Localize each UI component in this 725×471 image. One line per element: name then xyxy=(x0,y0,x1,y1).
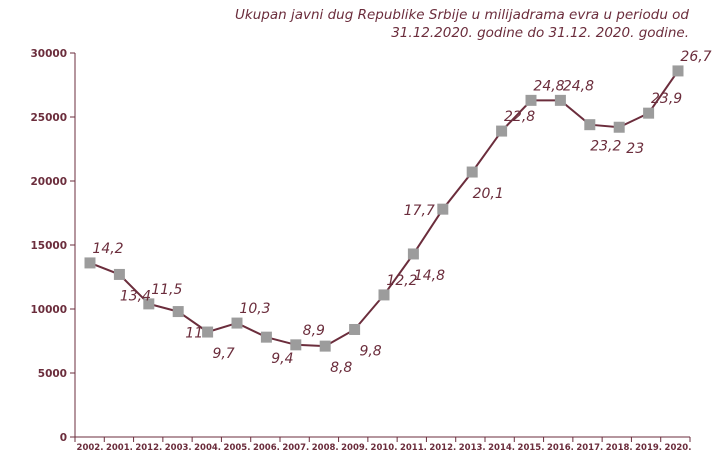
x-tick-label: 2009. xyxy=(341,443,368,453)
data-point-marker xyxy=(554,94,566,106)
x-tick-label: 2014. xyxy=(488,443,515,453)
x-tick-label: 2004. xyxy=(194,443,221,453)
data-point-marker xyxy=(260,331,272,343)
x-tick-label: 2005. xyxy=(224,443,251,453)
data-label: 10,3 xyxy=(239,301,270,317)
data-point-marker xyxy=(466,166,478,178)
y-tick-label: 0 xyxy=(60,432,67,444)
series-layer xyxy=(84,65,684,352)
data-label: 14,8 xyxy=(414,268,445,284)
x-tick-label: 2001. xyxy=(106,443,133,453)
y-tick-label: 10000 xyxy=(30,304,67,316)
data-label: 8,9 xyxy=(303,323,325,339)
x-tick-label: 2012. xyxy=(135,443,162,453)
data-label: 9,8 xyxy=(359,343,381,359)
data-label: 23,2 xyxy=(590,139,621,155)
x-axis-ticks: 2002. 2001. 2012. 2003. 2004. 2005. 2006. 2007.… xyxy=(74,437,692,453)
x-tick-label: 2016. xyxy=(547,443,574,453)
x-tick-label: 2006. xyxy=(253,443,280,453)
x-tick-label: 2012. xyxy=(429,443,456,453)
data-point-marker xyxy=(613,121,625,133)
data-point-marker xyxy=(319,340,331,352)
series-line xyxy=(89,70,679,348)
data-point-marker xyxy=(231,317,243,329)
x-tick-label: 2020. xyxy=(665,443,692,453)
data-label: 24,8 xyxy=(533,78,564,94)
data-label: 26,7 xyxy=(680,49,711,65)
data-point-marker xyxy=(643,107,655,119)
x-tick-label: 2011. xyxy=(400,443,427,453)
data-point-marker xyxy=(113,268,125,280)
x-tick-label: 2015. xyxy=(518,443,545,453)
data-point-marker xyxy=(378,289,390,301)
x-tick-label: 2008. xyxy=(312,443,339,453)
x-tick-label: 2018. xyxy=(606,443,633,453)
x-tick-label: 2019. xyxy=(635,443,662,453)
data-point-marker xyxy=(202,326,214,338)
y-tick-label: 25000 xyxy=(30,112,67,124)
chart-title-line-1: Ukupan javni dug Republike Srbije u mili… xyxy=(235,7,689,23)
data-label: 14,2 xyxy=(92,241,123,257)
data-point-marker xyxy=(290,339,302,351)
x-tick-label: 2002. xyxy=(77,443,104,453)
y-axis-ticks: 0 5000 10000 15000 20000 25000 30000 xyxy=(30,48,75,444)
data-label: 23,9 xyxy=(651,91,682,107)
x-tick-label: 2007. xyxy=(282,443,309,453)
x-tick-label: 2010. xyxy=(371,443,398,453)
data-point-marker xyxy=(349,323,361,335)
chart-title-line-2: 31.12.2020. godine do 31.12. 2020. godin… xyxy=(391,25,689,41)
x-tick-label: 2017. xyxy=(576,443,603,453)
data-label: 8,8 xyxy=(330,360,352,376)
chart-title: Ukupan javni dug Republike Srbije u mili… xyxy=(219,6,689,42)
data-point-marker xyxy=(496,125,508,137)
data-label: 23 xyxy=(626,141,644,157)
data-point-marker xyxy=(407,248,419,260)
axes xyxy=(74,53,690,438)
data-point-marker xyxy=(584,119,596,131)
data-label: 9,4 xyxy=(271,351,293,367)
data-point-marker xyxy=(84,257,96,269)
data-label: 20,1 xyxy=(473,186,504,202)
data-label: 12,2 xyxy=(386,273,417,289)
y-tick-label: 30000 xyxy=(30,48,67,60)
x-tick-label: 2003. xyxy=(165,443,192,453)
y-tick-label: 15000 xyxy=(30,240,67,252)
data-labels: 14,2 13,4 11,5 11 9,7 10,3 9,4 8,9 8,8 9,8 12,214,… xyxy=(92,49,711,376)
data-label: 9,7 xyxy=(212,346,234,362)
data-point-marker xyxy=(172,306,184,318)
data-label: 11 xyxy=(185,326,203,342)
y-tick-label: 20000 xyxy=(30,176,67,188)
data-label: 24,8 xyxy=(563,78,594,94)
y-tick-label: 5000 xyxy=(38,368,67,380)
data-point-marker xyxy=(672,65,684,77)
data-label: 22,8 xyxy=(504,109,535,125)
data-label: 17,7 xyxy=(404,203,435,219)
data-point-marker xyxy=(437,203,449,215)
data-point-marker xyxy=(143,298,155,310)
data-point-marker xyxy=(525,94,537,106)
data-label: 13,4 xyxy=(120,288,151,304)
data-label: 11,5 xyxy=(151,282,182,298)
x-tick-label: 2013. xyxy=(459,443,486,453)
